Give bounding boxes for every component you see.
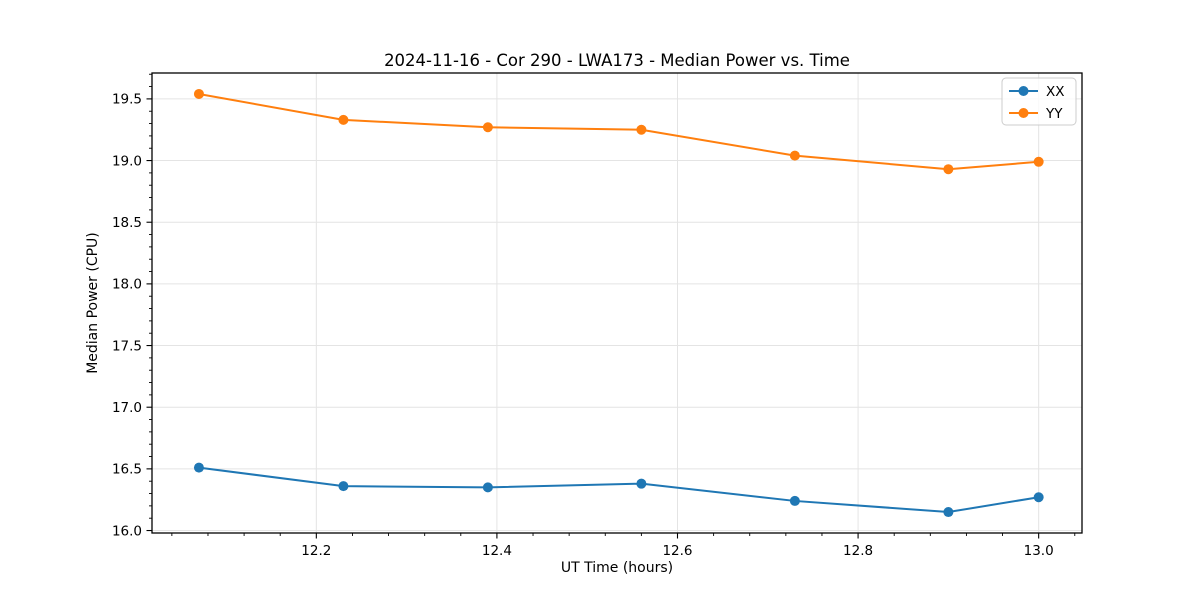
y-tick-label: 17.0: [112, 400, 142, 416]
data-point-xx: [789, 495, 800, 506]
data-point-yy: [482, 122, 493, 133]
data-series: [193, 88, 1044, 518]
x-tick-label: 12.4: [482, 543, 512, 559]
x-tick-label: 12.8: [843, 543, 873, 559]
data-point-xx: [1033, 492, 1044, 503]
plot-border: [151, 72, 1083, 534]
legend-entry-xx: XX: [1009, 84, 1065, 100]
y-tick-label: 19.0: [112, 153, 142, 169]
data-point-xx: [636, 478, 647, 489]
x-axis-label: UT Time (hours): [561, 560, 673, 576]
x-tick-label: 12.2: [301, 543, 331, 559]
legend-entry-yy: YY: [1009, 106, 1063, 122]
data-point-yy: [943, 164, 954, 175]
legend: XX YY: [1001, 77, 1077, 126]
data-point-yy: [636, 124, 647, 135]
y-tick-label: 17.5: [112, 338, 142, 354]
legend-label: XX: [1046, 84, 1065, 100]
series-line-yy: [197, 92, 1040, 171]
data-point-yy: [338, 114, 349, 125]
legend-label: YY: [1045, 106, 1063, 122]
data-point-xx: [482, 482, 493, 493]
legend-frame: [1001, 77, 1077, 126]
y-tick-label: 16.0: [112, 523, 142, 539]
legend-marker-sample: [1018, 108, 1029, 118]
chart-title: 2024-11-16 - Cor 290 - LWA173 - Median P…: [384, 51, 850, 70]
y-tick-label: 18.0: [112, 277, 142, 293]
series-line-xx: [197, 466, 1040, 514]
y-axis-label: Median Power (CPU): [85, 232, 101, 374]
data-point-yy: [1033, 156, 1044, 167]
x-tick-label: 12.6: [662, 543, 692, 559]
y-tick-label: 19.5: [112, 92, 142, 108]
legend-marker-sample: [1018, 86, 1029, 96]
y-tick-label: 16.5: [112, 462, 142, 478]
data-point-xx: [943, 507, 954, 518]
data-point-yy: [789, 150, 800, 161]
axis-ticks: 12.2 12.4 12.6 12.8 13.0 16.0 16.5 17.0 17.5 18.0…: [112, 73, 1076, 559]
data-point-xx: [338, 481, 349, 492]
plot-frame: [151, 72, 1083, 534]
data-point-yy: [193, 88, 204, 99]
gridlines: [152, 73, 1082, 533]
data-point-xx: [193, 462, 204, 473]
x-tick-label: 13.0: [1024, 543, 1054, 559]
y-tick-label: 18.5: [112, 215, 142, 231]
